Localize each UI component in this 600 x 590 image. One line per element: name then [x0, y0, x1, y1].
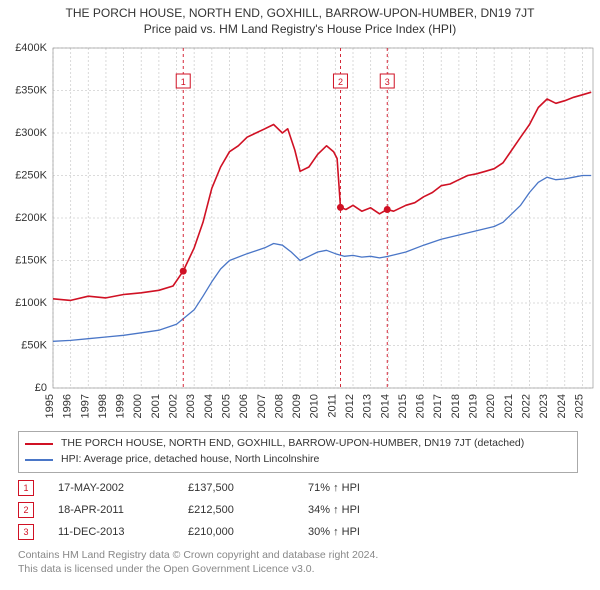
chart-subtitle: Price paid vs. HM Land Registry's House … [0, 20, 600, 40]
attribution-line2: This data is licensed under the Open Gov… [18, 563, 592, 577]
svg-text:2024: 2024 [556, 394, 568, 418]
svg-text:2009: 2009 [291, 394, 303, 418]
sale-price: £137,500 [188, 482, 308, 494]
sales-table: 1 17-MAY-2002£137,50071% ↑ HPI 2 18-APR-201… [18, 477, 592, 543]
svg-text:2001: 2001 [150, 394, 162, 418]
svg-text:£350K: £350K [15, 85, 47, 97]
svg-text:2014: 2014 [379, 394, 391, 418]
chart-title: THE PORCH HOUSE, NORTH END, GOXHILL, BAR… [0, 0, 600, 20]
svg-text:1999: 1999 [115, 394, 127, 418]
svg-text:2011: 2011 [326, 394, 338, 418]
svg-text:£400K: £400K [15, 42, 47, 54]
sale-price: £212,500 [188, 504, 308, 516]
attribution: Contains HM Land Registry data © Crown c… [18, 549, 592, 576]
svg-text:1997: 1997 [79, 394, 91, 418]
svg-text:3: 3 [385, 77, 390, 87]
svg-text:2021: 2021 [503, 394, 515, 418]
legend-label: HPI: Average price, detached house, Nort… [61, 452, 319, 468]
svg-text:2020: 2020 [485, 394, 497, 418]
svg-text:2012: 2012 [344, 394, 356, 418]
svg-text:£200K: £200K [15, 212, 47, 224]
svg-text:2015: 2015 [397, 394, 409, 418]
sale-marker-icon: 2 [18, 502, 34, 518]
svg-text:2002: 2002 [168, 394, 180, 418]
svg-text:2016: 2016 [415, 394, 427, 418]
legend: THE PORCH HOUSE, NORTH END, GOXHILL, BAR… [18, 431, 578, 473]
legend-item: HPI: Average price, detached house, Nort… [25, 452, 571, 468]
sale-marker-icon: 1 [18, 480, 34, 496]
sale-pct: 71% ↑ HPI [308, 482, 360, 494]
svg-text:£0: £0 [35, 382, 47, 394]
svg-text:1995: 1995 [44, 394, 56, 418]
svg-text:£50K: £50K [21, 340, 47, 352]
svg-text:2007: 2007 [256, 394, 268, 418]
svg-text:2017: 2017 [432, 394, 444, 418]
legend-label: THE PORCH HOUSE, NORTH END, GOXHILL, BAR… [61, 436, 524, 452]
sale-date: 11-DEC-2013 [58, 526, 188, 538]
svg-text:2013: 2013 [362, 394, 374, 418]
svg-text:2006: 2006 [238, 394, 250, 418]
sale-row: 1 17-MAY-2002£137,50071% ↑ HPI [18, 477, 592, 499]
chart-plot-area: £0 £50K £100K £150K £200K £250K £300K £350K £400… [5, 40, 595, 425]
svg-text:2023: 2023 [538, 394, 550, 418]
sale-pct: 30% ↑ HPI [308, 526, 360, 538]
svg-text:2: 2 [338, 77, 343, 87]
svg-text:2003: 2003 [185, 394, 197, 418]
sale-pct: 34% ↑ HPI [308, 504, 360, 516]
legend-swatch [25, 443, 53, 445]
sale-price: £210,000 [188, 526, 308, 538]
sale-marker-icon: 3 [18, 524, 34, 540]
svg-text:2010: 2010 [309, 394, 321, 418]
svg-text:1: 1 [181, 77, 186, 87]
svg-text:2008: 2008 [273, 394, 285, 418]
svg-text:£250K: £250K [15, 170, 47, 182]
svg-text:1998: 1998 [97, 394, 109, 418]
legend-swatch [25, 459, 53, 461]
chart-container: THE PORCH HOUSE, NORTH END, GOXHILL, BAR… [0, 0, 600, 590]
attribution-line1: Contains HM Land Registry data © Crown c… [18, 549, 592, 563]
svg-text:2005: 2005 [220, 394, 232, 418]
svg-text:2018: 2018 [450, 394, 462, 418]
sale-row: 3 11-DEC-2013£210,00030% ↑ HPI [18, 521, 592, 543]
svg-text:2000: 2000 [132, 394, 144, 418]
svg-text:£300K: £300K [15, 127, 47, 139]
svg-text:2004: 2004 [203, 394, 215, 418]
line-chart-svg: £0 £50K £100K £150K £200K £250K £300K £350K £400… [5, 40, 595, 425]
svg-text:2025: 2025 [573, 394, 585, 418]
sale-row: 2 18-APR-2011£212,50034% ↑ HPI [18, 499, 592, 521]
svg-text:£100K: £100K [15, 297, 47, 309]
sale-date: 17-MAY-2002 [58, 482, 188, 494]
svg-text:2019: 2019 [468, 394, 480, 418]
sale-date: 18-APR-2011 [58, 504, 188, 516]
svg-text:1996: 1996 [62, 394, 74, 418]
legend-item: THE PORCH HOUSE, NORTH END, GOXHILL, BAR… [25, 436, 571, 452]
svg-text:£150K: £150K [15, 255, 47, 267]
svg-text:2022: 2022 [520, 394, 532, 418]
